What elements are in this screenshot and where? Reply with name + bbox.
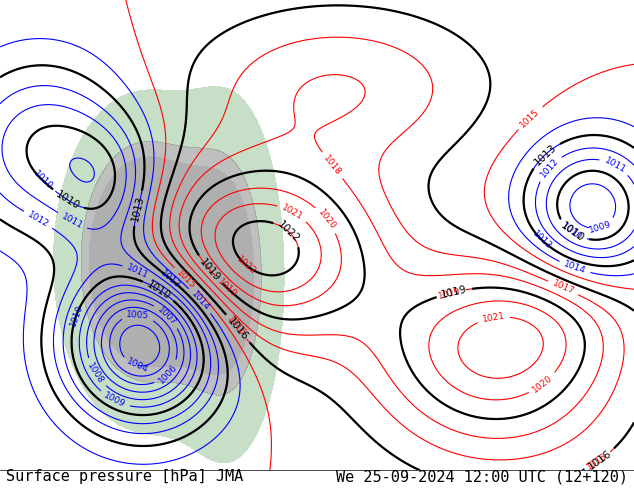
Text: 1016: 1016	[225, 315, 247, 338]
Text: 1015: 1015	[175, 268, 198, 291]
Text: 1016: 1016	[226, 316, 250, 342]
Text: 1012: 1012	[538, 156, 560, 179]
Text: 1010: 1010	[145, 279, 172, 301]
Text: 1021: 1021	[280, 203, 305, 221]
Text: 1017: 1017	[551, 279, 576, 296]
Text: 1009: 1009	[588, 220, 612, 235]
Text: 1010: 1010	[31, 169, 54, 192]
Text: 1013: 1013	[531, 229, 554, 252]
Text: 1019: 1019	[198, 256, 223, 283]
Text: 1008: 1008	[86, 361, 105, 385]
Text: 1014: 1014	[189, 289, 211, 312]
Text: 1010: 1010	[560, 221, 584, 243]
Text: 1022: 1022	[276, 220, 302, 245]
Text: 1019: 1019	[437, 286, 462, 300]
Text: 1020: 1020	[531, 373, 555, 394]
Text: 1011: 1011	[603, 156, 627, 174]
Text: 1019: 1019	[440, 284, 469, 300]
Text: 1010: 1010	[559, 220, 586, 244]
Text: 1016: 1016	[586, 448, 614, 471]
Text: 1006: 1006	[157, 362, 179, 385]
Text: 1022: 1022	[235, 254, 257, 276]
Text: 1015: 1015	[519, 107, 541, 129]
Text: 1011: 1011	[126, 263, 150, 281]
Text: 1007: 1007	[156, 304, 179, 327]
Text: 1014: 1014	[562, 260, 587, 276]
Text: 1013: 1013	[130, 195, 146, 222]
Text: 1010: 1010	[68, 303, 84, 328]
Text: 1016: 1016	[585, 452, 609, 472]
Text: 1009: 1009	[102, 391, 127, 410]
Text: 1019: 1019	[216, 277, 238, 299]
Text: 1004: 1004	[126, 357, 150, 374]
Text: 1018: 1018	[321, 153, 343, 177]
Text: 1013: 1013	[533, 142, 559, 167]
Text: 1005: 1005	[126, 310, 150, 320]
Text: 1011: 1011	[60, 212, 84, 231]
Text: We 25-09-2024 12:00 UTC (12+120): We 25-09-2024 12:00 UTC (12+120)	[335, 469, 628, 484]
Text: 1010: 1010	[54, 189, 82, 211]
Text: 1012: 1012	[26, 210, 50, 229]
Text: Surface pressure [hPa] JMA: Surface pressure [hPa] JMA	[6, 469, 243, 484]
Text: 1021: 1021	[481, 312, 505, 324]
Text: 1013: 1013	[159, 269, 183, 290]
Text: 1020: 1020	[316, 208, 337, 231]
